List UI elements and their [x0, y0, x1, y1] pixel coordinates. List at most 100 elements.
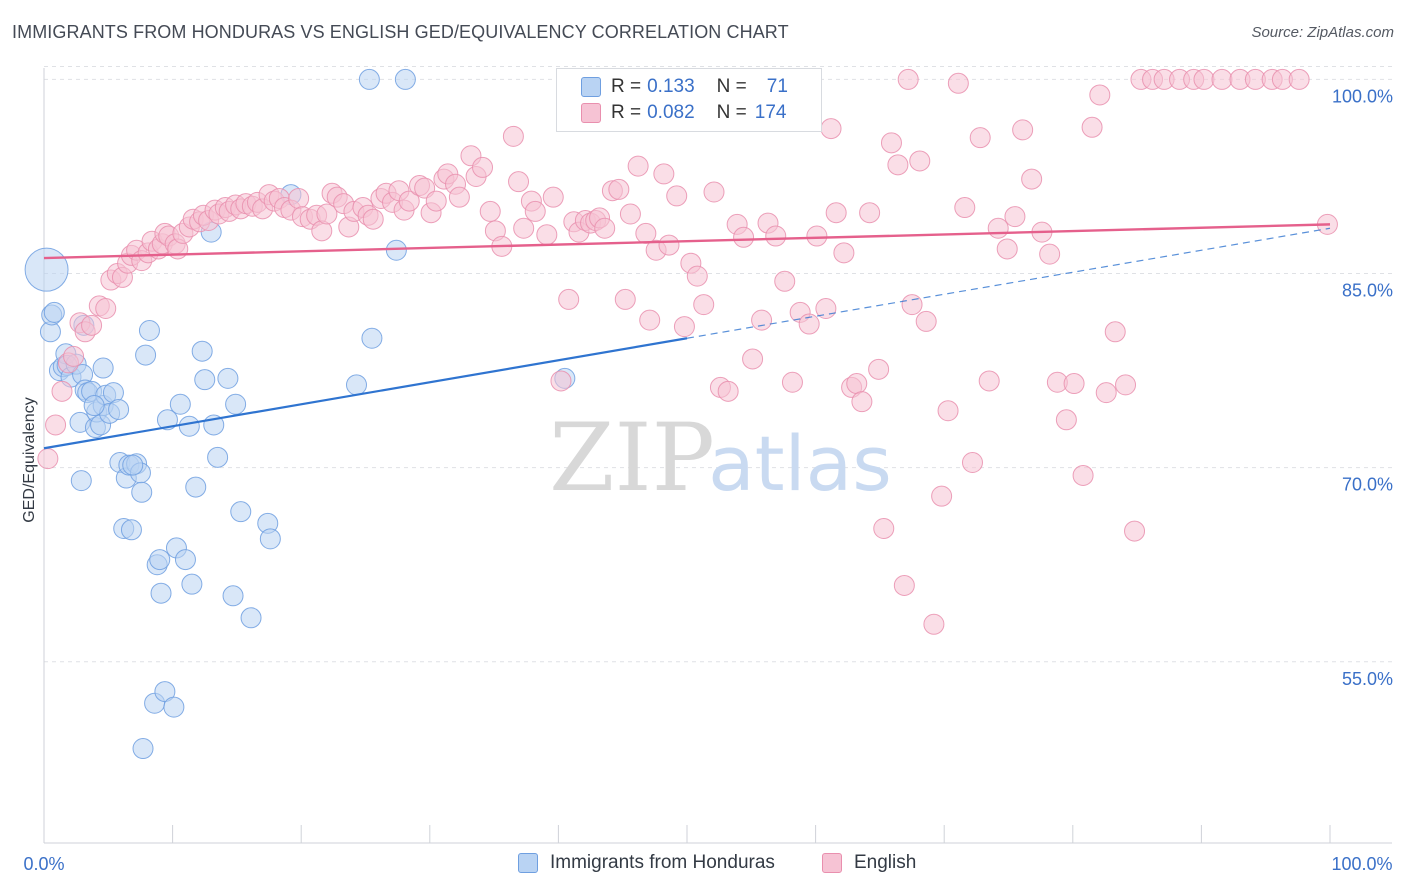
- english-point: [448, 186, 470, 208]
- honduras-point: [92, 357, 114, 379]
- honduras-point: [132, 738, 154, 760]
- english-point: [765, 225, 787, 247]
- english-point: [524, 200, 546, 222]
- r-label: R =: [611, 76, 642, 97]
- english-point: [751, 309, 773, 331]
- english-point: [479, 200, 501, 222]
- english-point: [909, 150, 931, 172]
- english-point: [806, 225, 828, 247]
- english-point: [868, 358, 890, 380]
- source-label: Source: ZipAtlas.com: [1251, 24, 1394, 41]
- english-point: [1115, 374, 1137, 396]
- english-point: [658, 234, 680, 256]
- honduras-point: [150, 582, 172, 604]
- english-point: [686, 265, 708, 287]
- legend-label-english: English: [854, 852, 917, 873]
- honduras-point: [120, 519, 142, 541]
- english-point: [851, 391, 873, 413]
- english-point: [733, 226, 755, 248]
- watermark: ZIP atlas: [549, 404, 892, 513]
- english-point: [502, 125, 524, 147]
- english-point: [969, 127, 991, 149]
- y-tick-label: 70.0%: [1342, 475, 1393, 495]
- honduras-point: [185, 476, 207, 498]
- english-point: [781, 371, 803, 393]
- r-value-honduras: 0.133: [647, 76, 695, 97]
- english-point: [846, 373, 868, 395]
- honduras-point: [154, 681, 176, 703]
- r-value-english: 0.082: [647, 102, 695, 123]
- legend-label-honduras: Immigrants from Honduras: [550, 852, 775, 873]
- english-point: [558, 288, 580, 310]
- n-value-honduras: 71: [766, 76, 788, 97]
- honduras-point: [361, 327, 383, 349]
- gridlines: [44, 65, 1392, 663]
- english-point: [774, 270, 796, 292]
- stats-legend: R = 0.133 N = 71 R = 0.082 N = 174: [556, 68, 822, 132]
- honduras-point: [70, 470, 92, 492]
- honduras-point: [108, 398, 130, 420]
- honduras-point: [169, 393, 191, 415]
- honduras-point: [181, 573, 203, 595]
- legend-item-english: English: [822, 852, 916, 874]
- english-point: [316, 203, 338, 225]
- english-swatch: [581, 103, 601, 123]
- honduras-point: [178, 415, 200, 437]
- honduras-trend-extension: [686, 227, 1331, 339]
- english-point: [508, 171, 530, 193]
- english-point: [1055, 409, 1077, 431]
- n-value-english: 174: [754, 102, 787, 123]
- chart-title: IMMIGRANTS FROM HONDURAS VS ENGLISH GED/…: [12, 22, 789, 42]
- honduras-swatch: [581, 77, 601, 97]
- honduras-point: [385, 239, 407, 261]
- english-point: [893, 574, 915, 596]
- honduras-point: [225, 393, 247, 415]
- english-point: [937, 400, 959, 422]
- r-label: R =: [611, 102, 642, 123]
- english-point: [1095, 382, 1117, 404]
- english-point: [1104, 321, 1126, 343]
- x-tick-label-max: 100.0%: [1331, 854, 1392, 874]
- english-point: [996, 238, 1018, 260]
- english-point: [693, 294, 715, 316]
- stats-row-honduras: R = 0.133 N = 71: [581, 74, 788, 100]
- legend-swatch-english: [822, 853, 842, 873]
- english-point: [961, 452, 983, 474]
- english-point: [1193, 68, 1215, 90]
- english-point: [513, 217, 535, 239]
- honduras-point: [191, 340, 213, 362]
- n-label: N =: [716, 102, 747, 123]
- honduras-point: [138, 319, 160, 341]
- english-point: [666, 185, 688, 207]
- honduras-point: [156, 409, 178, 431]
- english-point: [673, 316, 695, 338]
- english-point: [923, 613, 945, 635]
- english-point: [880, 132, 902, 154]
- honduras-point: [135, 344, 157, 366]
- trend-lines: [43, 223, 1331, 450]
- legend-swatch-honduras: [518, 853, 538, 873]
- english-point: [37, 448, 59, 470]
- english-point: [51, 380, 73, 402]
- english-point: [887, 154, 909, 176]
- english-point: [897, 68, 919, 90]
- honduras-point: [43, 301, 65, 323]
- english-point: [1124, 520, 1146, 542]
- english-point: [987, 217, 1009, 239]
- honduras-point: [217, 367, 239, 389]
- english-point: [1072, 464, 1094, 486]
- honduras-point: [83, 395, 105, 417]
- english-point: [954, 197, 976, 219]
- honduras-point: [358, 68, 380, 90]
- english-point: [627, 155, 649, 177]
- english-point: [1288, 68, 1310, 90]
- english-point: [1063, 373, 1085, 395]
- tick-labels: 55.0% 70.0% 85.0% 100.0% 0.0% 100.0%: [23, 86, 1393, 874]
- honduras-point: [222, 585, 244, 607]
- english-trend-line: [43, 223, 1331, 260]
- honduras-point: [131, 481, 153, 503]
- english-point: [703, 181, 725, 203]
- english-point: [45, 414, 67, 436]
- y-tick-label: 100.0%: [1332, 86, 1393, 106]
